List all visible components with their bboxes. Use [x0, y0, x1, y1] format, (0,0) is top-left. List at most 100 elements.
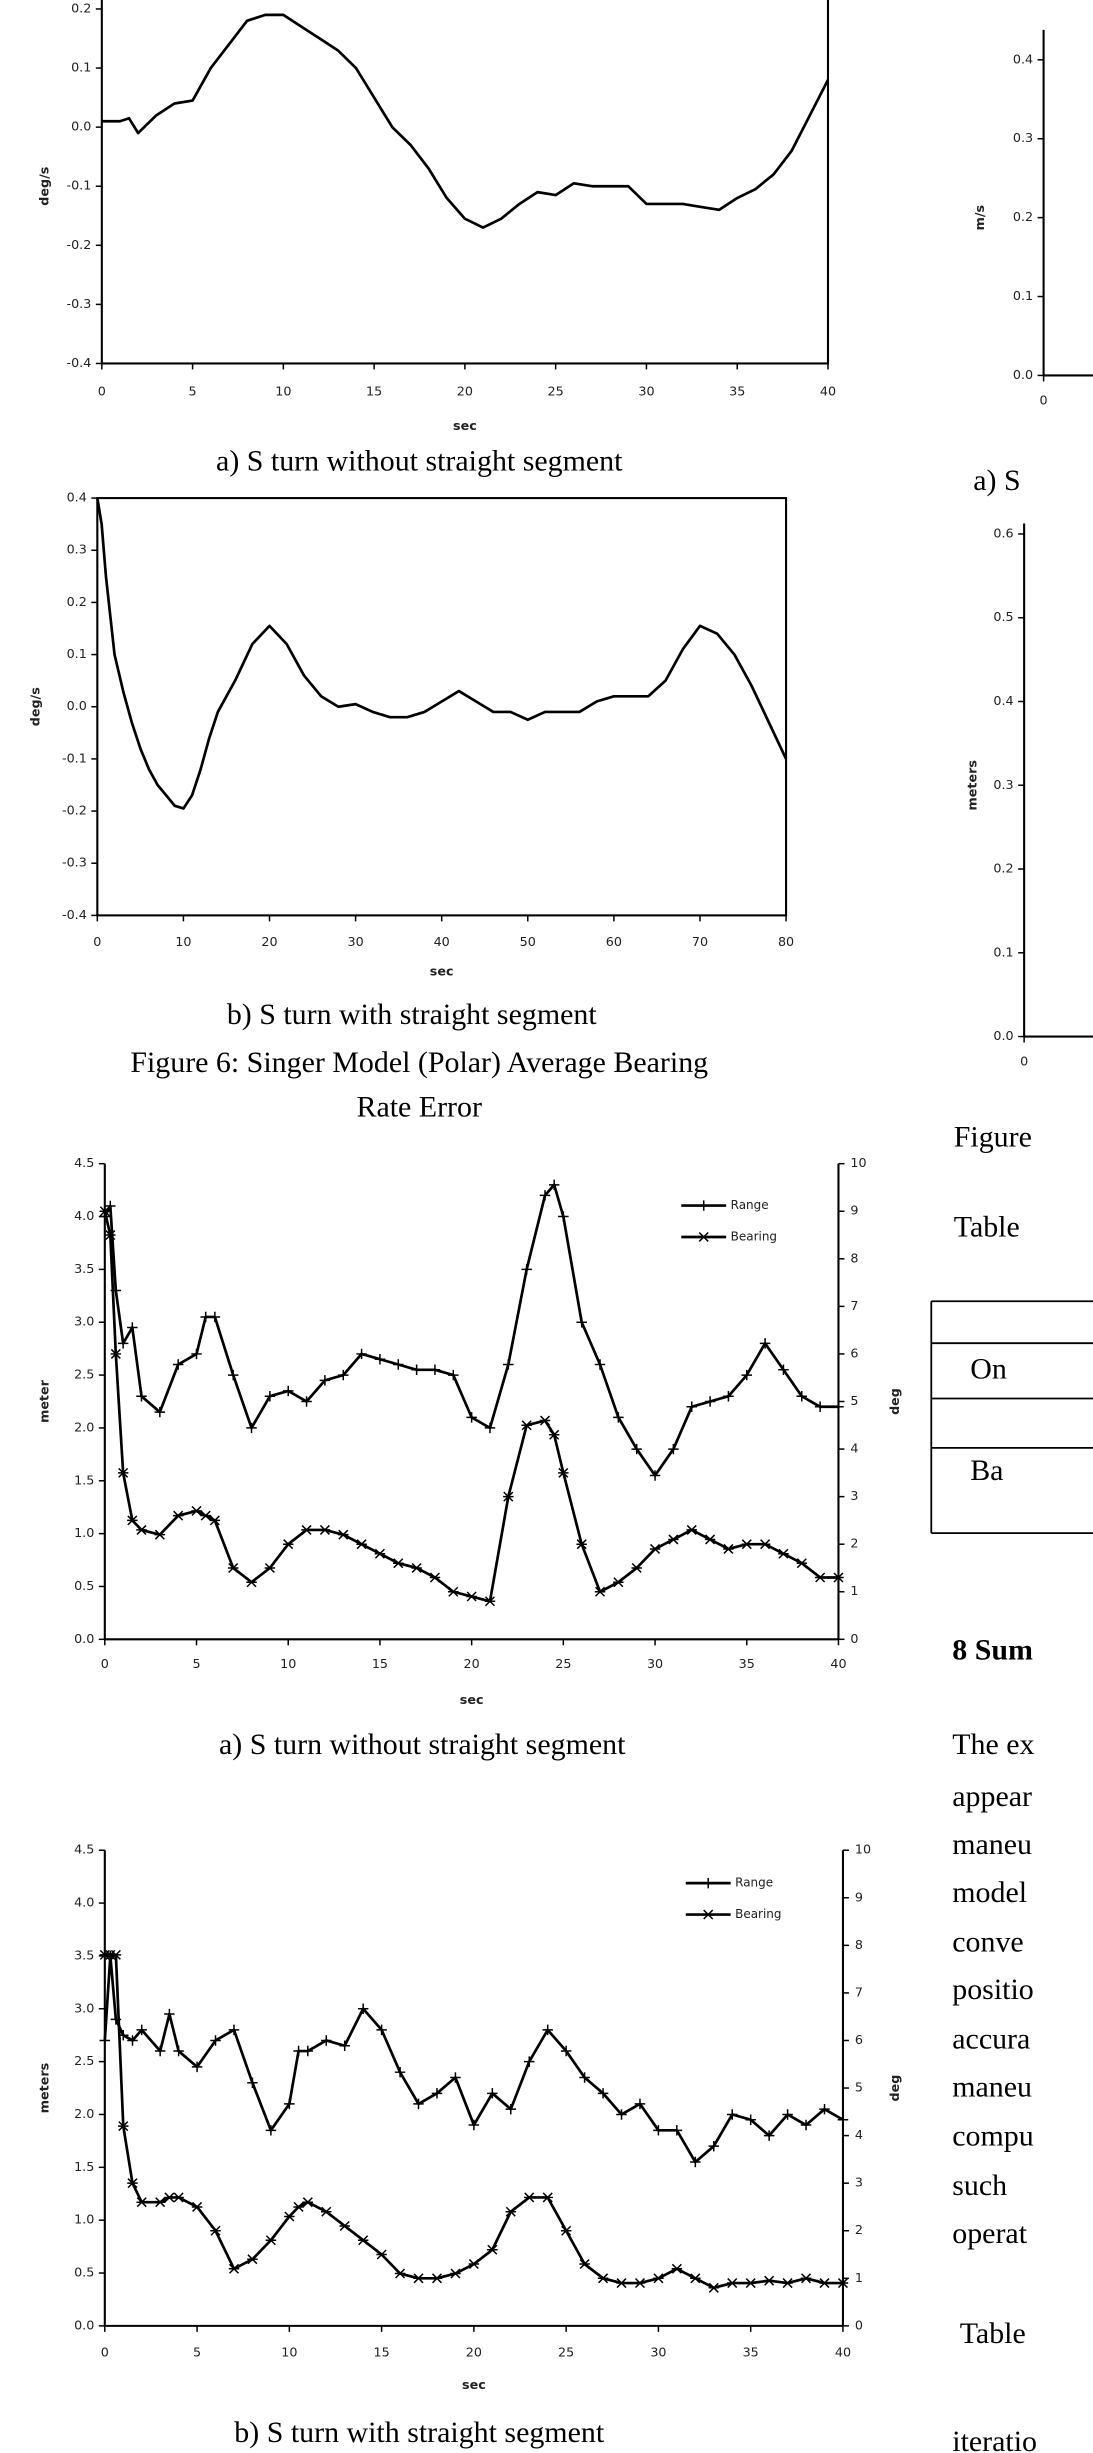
data-marker — [558, 1467, 569, 1478]
x-tick-label: 35 — [743, 2344, 759, 2359]
data-marker — [484, 1596, 496, 1607]
y-tick-label: -0.1 — [62, 750, 87, 765]
y2-tick-label: 5 — [855, 2080, 863, 2095]
y-tick-label: 0.1 — [993, 944, 1013, 959]
y-tick-label: 0.0 — [1013, 367, 1033, 382]
data-marker — [634, 2098, 646, 2110]
data-marker — [576, 1316, 587, 1328]
legend-label: Bearing — [731, 1229, 777, 1243]
data-marker — [99, 1206, 111, 1217]
data-marker — [228, 2024, 240, 2036]
data-marker — [708, 2282, 720, 2293]
y-tick-label: 3.5 — [74, 1261, 94, 1276]
x-tick-label: 20 — [261, 934, 277, 949]
y2-tick-label: 1 — [850, 1583, 858, 1598]
y-tick-label: 0.0 — [67, 698, 87, 713]
data-marker — [686, 1524, 697, 1535]
x-tick-label: 15 — [374, 2344, 390, 2359]
data-marker — [118, 2121, 129, 2132]
y-tick-label: 0.5 — [74, 1578, 94, 1593]
data-marker — [726, 2278, 738, 2289]
y2-tick-label: 2 — [855, 2222, 863, 2237]
data-marker — [503, 1491, 514, 1502]
data-marker — [597, 2273, 609, 2284]
x-tick-label: 5 — [189, 383, 197, 398]
y2-tick-label: 2 — [850, 1536, 858, 1551]
data-marker — [284, 2098, 295, 2110]
data-marker — [763, 2130, 775, 2141]
figure-fragment: Figure — [954, 1121, 1032, 1154]
data-marker — [579, 2072, 590, 2083]
data-marker — [413, 2098, 424, 2110]
data-marker — [374, 1353, 386, 1365]
x-tick-label: 40 — [820, 383, 836, 398]
data-marker — [376, 2249, 387, 2260]
data-marker — [210, 2035, 221, 2046]
legend-label: Range — [731, 1198, 769, 1212]
data-marker — [200, 1311, 211, 1323]
data-marker — [127, 1322, 138, 1333]
data-marker — [649, 1543, 661, 1554]
data-marker — [448, 1369, 459, 1381]
chart-caption: b) S turn with straight segment — [234, 2416, 605, 2449]
x-tick-label: 0 — [101, 1656, 109, 1671]
data-marker — [524, 2056, 535, 2067]
data-marker — [814, 1572, 826, 1583]
data-marker — [704, 1396, 716, 1407]
data-marker — [542, 2192, 553, 2203]
data-marker — [704, 1534, 716, 1545]
x-tick-label: 5 — [193, 2344, 201, 2359]
data-marker — [649, 1470, 661, 1481]
chart-caption: a) S — [973, 464, 1020, 497]
plot-frame — [100, 0, 830, 365]
y2-tick-label: 10 — [850, 1155, 866, 1170]
paragraph-line: appear — [952, 1780, 1032, 1813]
y-tick-label: 0.2 — [71, 0, 91, 15]
data-marker — [782, 2278, 793, 2289]
data-marker — [265, 2235, 277, 2246]
data-marker — [450, 2072, 461, 2083]
data-marker — [429, 1364, 441, 1376]
data-marker — [468, 2119, 480, 2131]
x-axis-label: sec — [430, 964, 454, 979]
data-marker — [319, 1524, 331, 1535]
chart: -0.4 -0.3 -0.2 -0.1 0.0 0.1 0.2 0.3 0.4 0 10 20 30 40… — [27, 490, 794, 1031]
y-tick-label: 0.1 — [67, 646, 87, 661]
data-marker — [394, 2268, 406, 2279]
data-marker — [800, 2119, 812, 2131]
y2-axis-label: deg — [887, 1388, 902, 1415]
data-marker — [819, 2278, 830, 2289]
table-cell: On — [970, 1352, 1007, 1385]
data-marker — [524, 2192, 535, 2203]
data-marker — [690, 2156, 701, 2168]
y2-tick-label: 9 — [855, 1889, 863, 1904]
data-marker — [668, 1534, 679, 1545]
data-marker — [357, 2003, 369, 2015]
data-marker — [745, 2114, 756, 2125]
x-tick-label: 30 — [650, 2344, 666, 2359]
chart: 0.0 0.5 1.0 1.5 2.0 2.5 3.0 3.5 4.0 4.5 0 1 2 3 4 5 6 7 8 9… — [36, 1842, 901, 2449]
y2-tick-label: 8 — [850, 1250, 858, 1265]
data-marker — [356, 1539, 367, 1550]
data-marker — [172, 1359, 184, 1370]
data-marker — [136, 1524, 147, 1535]
paragraph-line: conve — [952, 1925, 1023, 1958]
y-tick-label: 0.5 — [74, 2265, 94, 2280]
data-marker — [814, 1401, 826, 1413]
data-marker — [763, 2275, 775, 2286]
data-marker — [690, 2273, 701, 2284]
legend-marker — [698, 1231, 709, 1242]
y-tick-label: 0.5 — [993, 609, 1013, 624]
paragraph-line: maneu — [952, 1828, 1032, 1861]
data-marker — [154, 2197, 166, 2208]
data-marker — [468, 2259, 480, 2270]
y-tick-label: -0.2 — [62, 803, 87, 818]
paragraph-line: compu — [952, 2120, 1033, 2153]
chart: 0.0 0.1 0.2 0.3 0.4 0.5 0.6 0 meters — [965, 523, 1093, 1068]
data-marker — [653, 2273, 664, 2284]
data-marker — [209, 1515, 221, 1526]
data-marker — [282, 1539, 294, 1550]
y2-tick-label: 6 — [855, 2032, 863, 2047]
